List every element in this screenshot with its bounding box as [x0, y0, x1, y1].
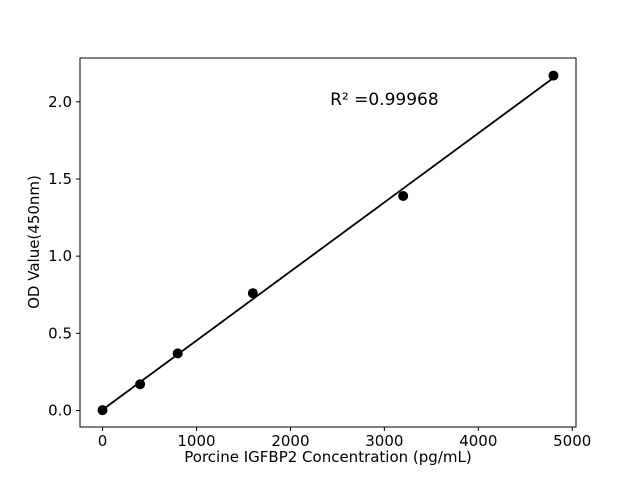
- fit-line: [101, 77, 555, 411]
- x-tick-label: 2000: [271, 432, 309, 450]
- data-point: [135, 379, 146, 390]
- x-axis-label: Porcine IGFBP2 Concentration (pg/mL): [184, 448, 472, 466]
- plot-border: [79, 57, 577, 428]
- data-point: [548, 70, 559, 81]
- x-tick-label: 0: [98, 432, 108, 450]
- data-point: [97, 405, 108, 416]
- x-tick-label: 5000: [553, 432, 591, 450]
- y-tick-label: 2.0: [48, 93, 72, 111]
- y-axis-label: OD Value(450nm): [25, 175, 43, 309]
- r-squared-annotation: R² =0.99968: [330, 90, 439, 111]
- x-tick-label: 4000: [459, 432, 497, 450]
- data-point: [398, 190, 409, 201]
- data-point: [247, 288, 258, 299]
- y-tick-label: 0.5: [48, 324, 72, 342]
- y-tick-label: 1.0: [48, 247, 72, 265]
- x-tick-label: 3000: [365, 432, 403, 450]
- data-point: [172, 348, 183, 359]
- y-tick-label: 0.0: [48, 401, 72, 419]
- x-tick-label: 1000: [177, 432, 215, 450]
- y-tick-label: 1.5: [48, 170, 72, 188]
